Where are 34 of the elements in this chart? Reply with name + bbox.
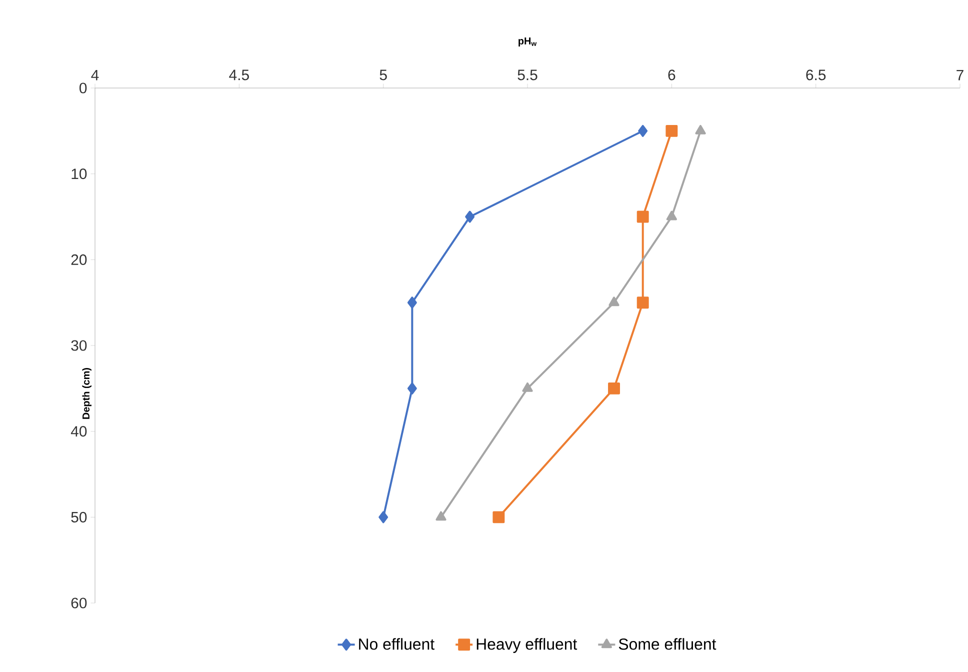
point [695,124,706,134]
legend-label: Heavy effluent [476,638,578,653]
y-tick-label: 60 [71,598,87,608]
point [636,296,649,309]
y-tick-label: 20 [71,254,87,265]
x-tick-label: 6.5 [806,70,826,80]
point [436,511,446,521]
x-tick-label: 7 [956,70,964,80]
point [407,382,417,394]
point [608,296,620,306]
point [465,210,475,223]
point [666,210,677,220]
point [378,511,388,524]
x-tick-label: 5 [380,70,387,80]
y-axis-title: Depth (cm) [82,368,92,419]
x-tick-label: 6 [668,70,676,80]
point [638,124,648,137]
x-tick-label: 4 [91,70,99,80]
point [666,124,678,137]
y-tick-label: 30 [71,340,87,351]
point [407,296,417,309]
x-axis-title: pH$_{w}$ [518,38,537,46]
point [636,210,649,223]
x-tick-label: 4.5 [229,70,249,80]
y-tick-label: 10 [72,168,87,180]
y-tick-label: 50 [71,512,87,522]
point [492,511,505,524]
legend-label: No effluent [359,638,434,650]
point [608,382,620,394]
point [522,382,533,392]
legend-label: Some effluent [618,638,716,650]
x-tick-label: 5.5 [518,70,538,80]
y-tick-label: 40 [70,426,87,437]
y-tick-label: 0 [79,82,87,94]
